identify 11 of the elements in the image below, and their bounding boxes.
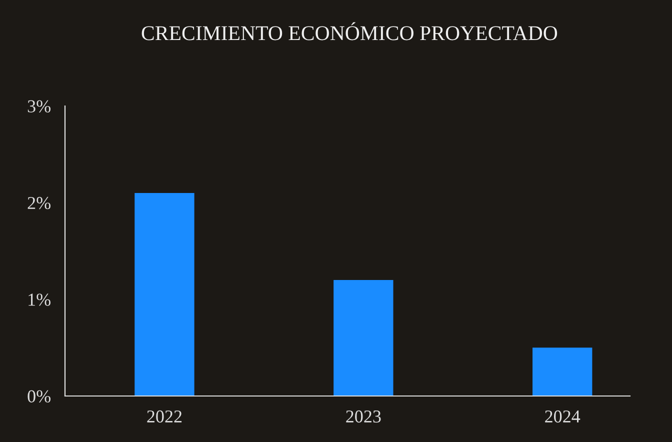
bar bbox=[334, 280, 394, 396]
x-tick-label: 2023 bbox=[346, 410, 381, 423]
bar bbox=[532, 348, 592, 396]
bar bbox=[134, 193, 194, 396]
y-tick-label: 1% bbox=[28, 294, 50, 306]
x-tick-label: 2022 bbox=[147, 410, 182, 423]
y-tick-label: 2% bbox=[28, 196, 50, 210]
chart-title: CRECIMIENTO ECONÓMICO PROYECTADO bbox=[142, 22, 558, 40]
x-tick-label: 2024 bbox=[545, 410, 580, 423]
y-tick-label: 0% bbox=[28, 390, 50, 402]
y-tick-label: 3% bbox=[28, 100, 50, 112]
